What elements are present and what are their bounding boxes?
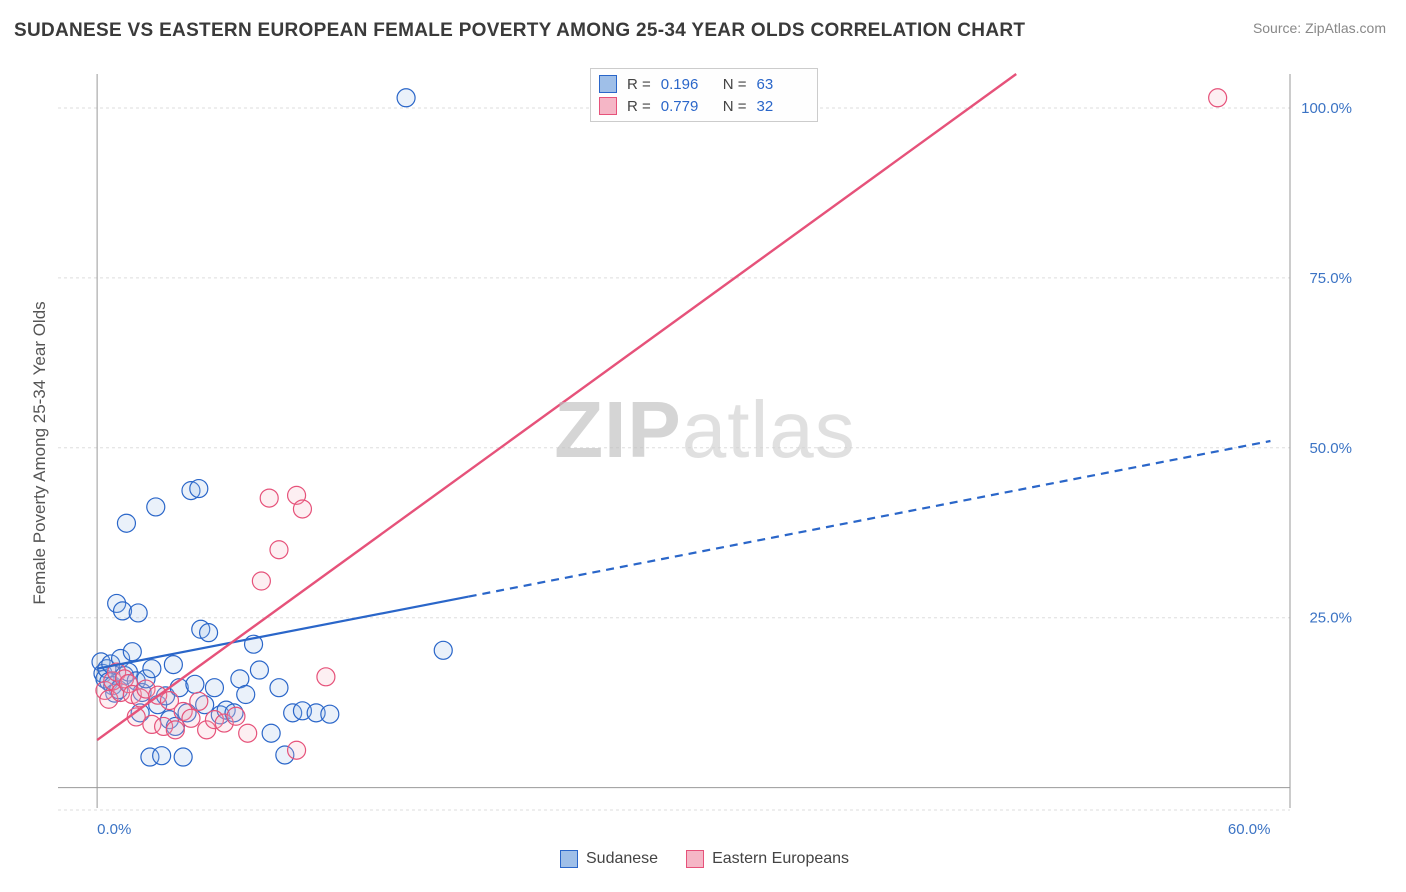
swatch-eastern-europeans	[686, 850, 704, 868]
scatter-plot: 25.0% 50.0% 75.0% 100.0% 0.0% 60.0%	[50, 68, 1360, 838]
legend-label-sudanese: Sudanese	[586, 850, 658, 868]
r-label: R =	[627, 98, 651, 115]
legend-bottom: Sudanese Eastern Europeans	[560, 850, 849, 868]
n-label: N =	[723, 98, 747, 115]
svg-text:25.0%: 25.0%	[1309, 610, 1352, 627]
svg-text:60.0%: 60.0%	[1228, 821, 1271, 838]
n-label: N =	[723, 76, 747, 93]
swatch-eastern-europeans	[599, 97, 617, 115]
legend-item-sudanese: Sudanese	[560, 850, 658, 868]
n-value-eastern-europeans: 32	[757, 98, 809, 115]
r-value-sudanese: 0.196	[661, 76, 713, 93]
r-label: R =	[627, 76, 651, 93]
legend-item-eastern-europeans: Eastern Europeans	[686, 850, 849, 868]
source-name: ZipAtlas.com	[1305, 20, 1386, 36]
chart-area: Female Poverty Among 25-34 Year Olds 25.…	[50, 68, 1360, 838]
legend-label-eastern-europeans: Eastern Europeans	[712, 850, 849, 868]
svg-text:75.0%: 75.0%	[1309, 270, 1352, 287]
legend-stats-box: R = 0.196 N = 63 R = 0.779 N = 32	[590, 68, 818, 122]
y-axis-title: Female Poverty Among 25-34 Year Olds	[30, 301, 50, 604]
legend-stats-row-sudanese: R = 0.196 N = 63	[599, 73, 809, 95]
source-attribution: Source: ZipAtlas.com	[1253, 20, 1386, 36]
legend-stats-row-eastern-europeans: R = 0.779 N = 32	[599, 95, 809, 117]
chart-title: SUDANESE VS EASTERN EUROPEAN FEMALE POVE…	[14, 20, 1025, 42]
svg-text:50.0%: 50.0%	[1309, 440, 1352, 457]
r-value-eastern-europeans: 0.779	[661, 98, 713, 115]
svg-text:0.0%: 0.0%	[97, 821, 131, 838]
n-value-sudanese: 63	[757, 76, 809, 93]
svg-text:100.0%: 100.0%	[1301, 100, 1352, 117]
swatch-sudanese	[560, 850, 578, 868]
source-label: Source:	[1253, 20, 1305, 36]
swatch-sudanese	[599, 75, 617, 93]
